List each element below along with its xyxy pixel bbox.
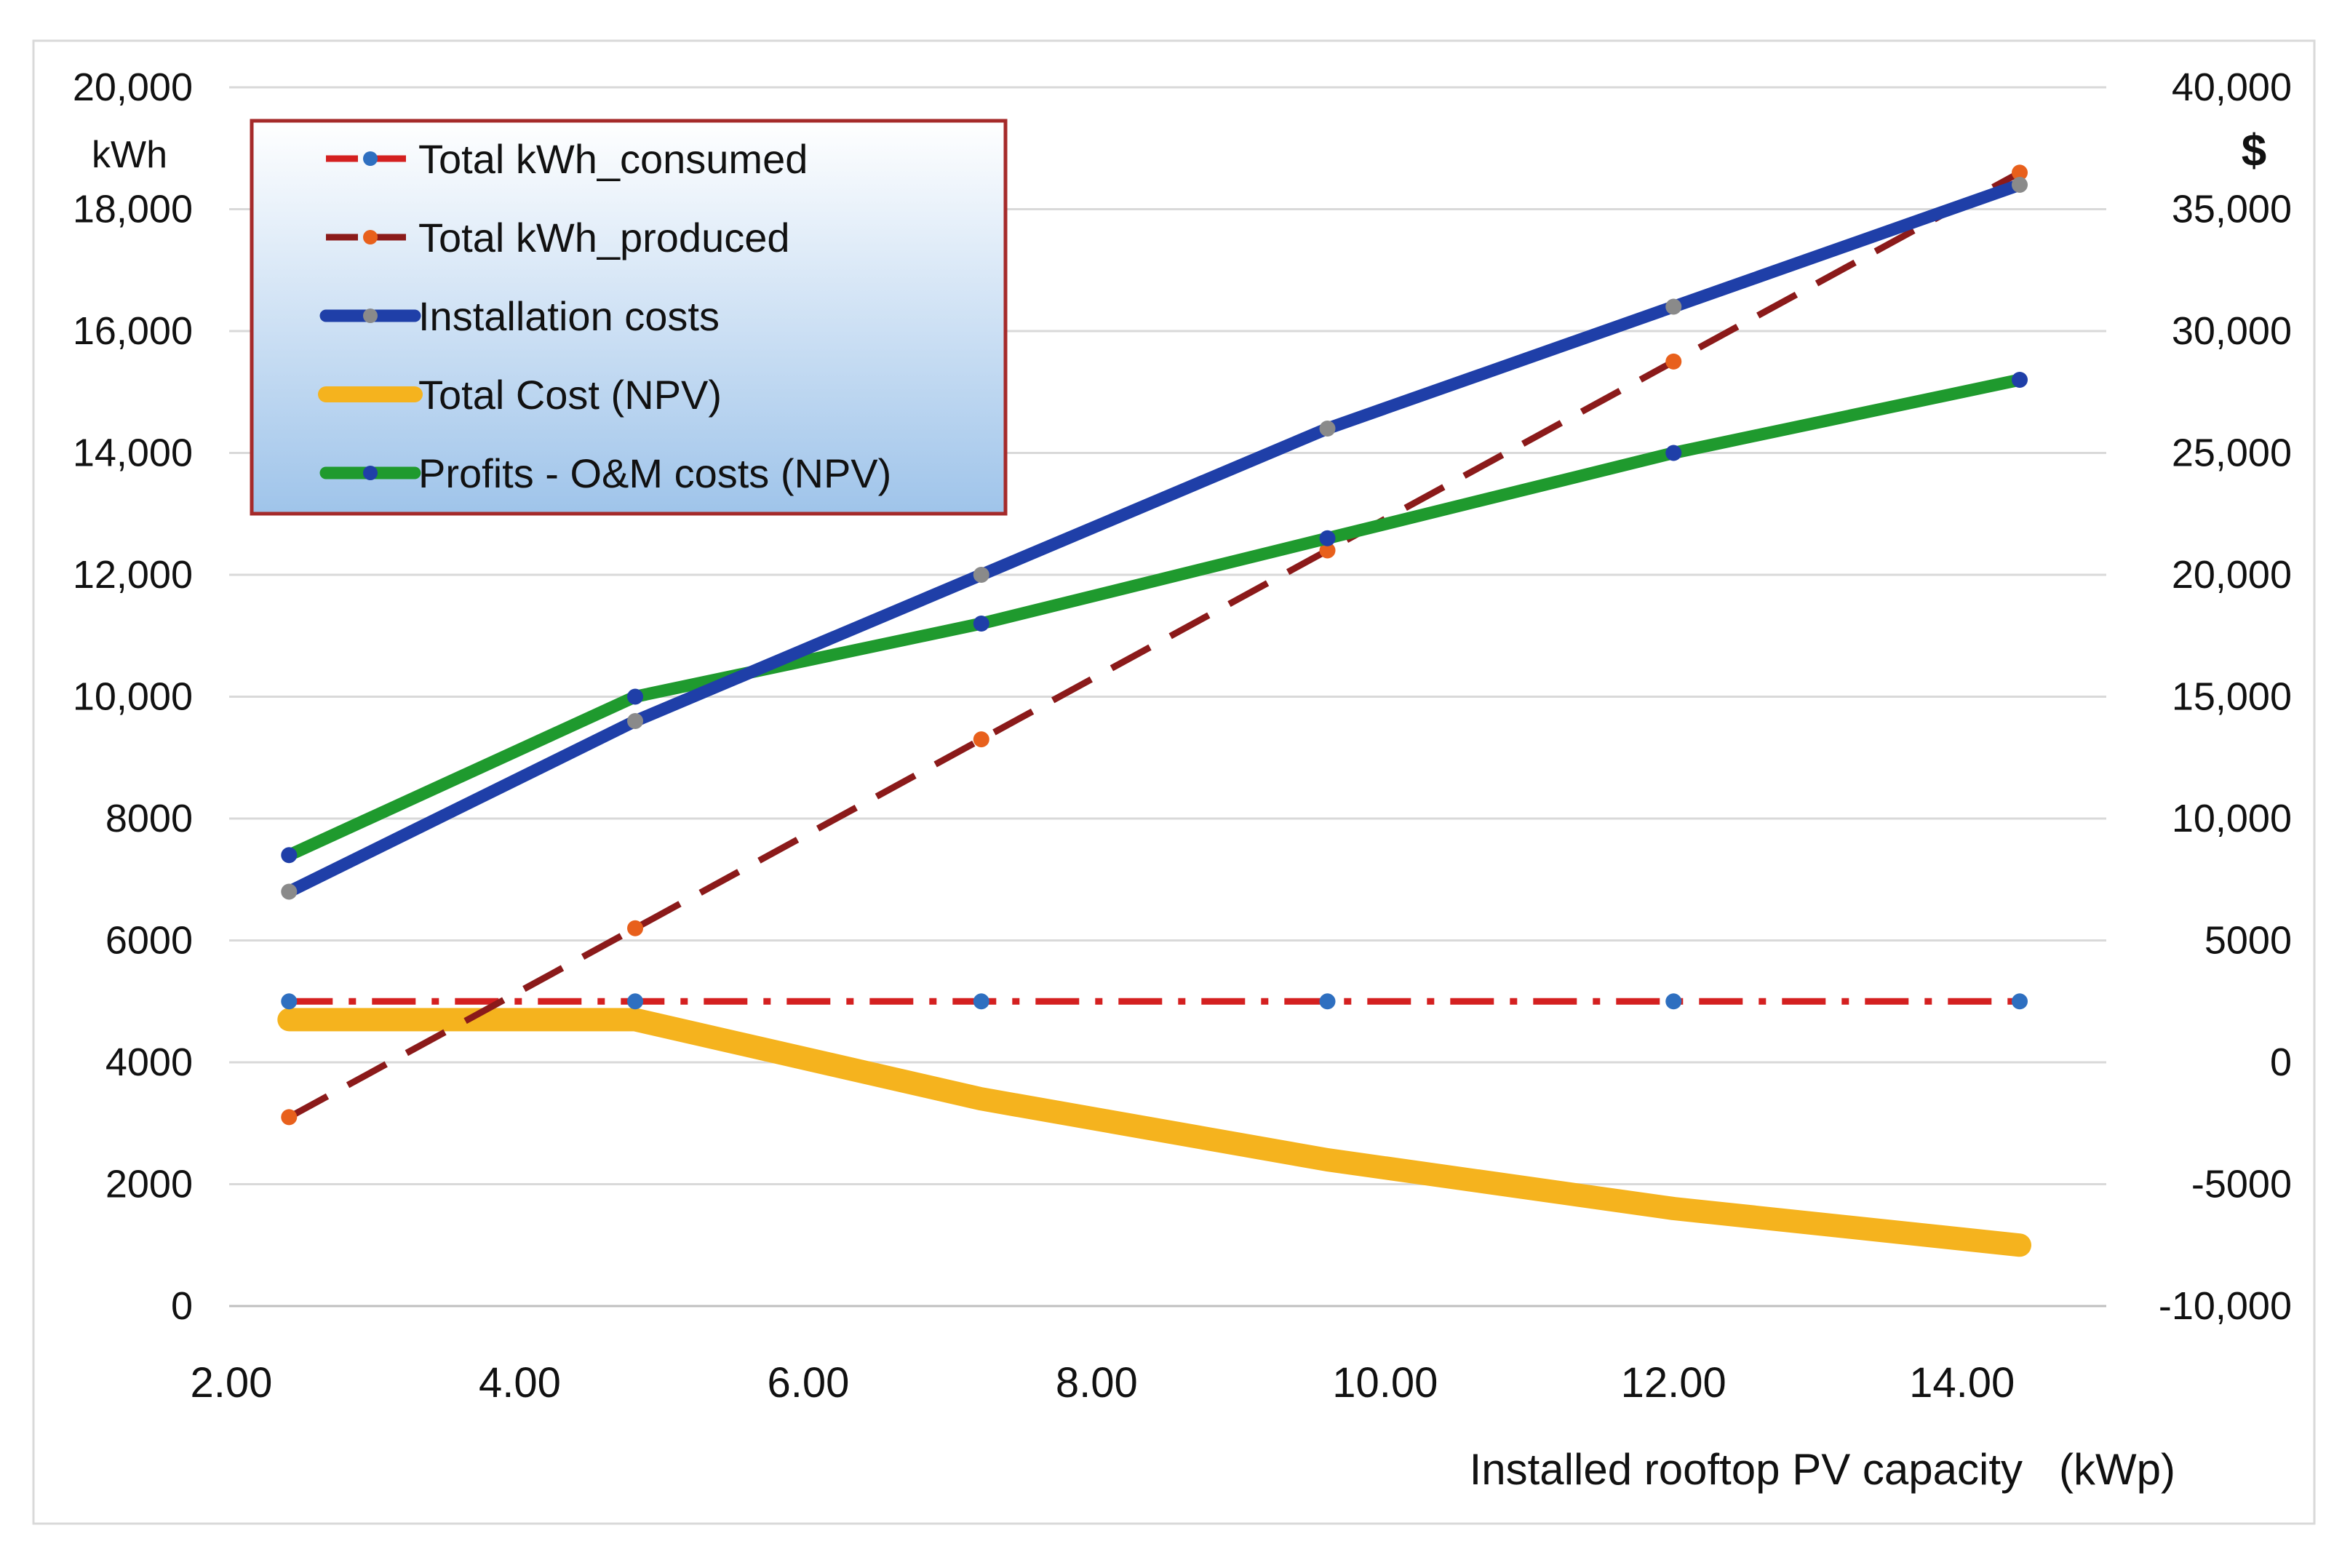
- data-point-total-kwh-consumed: [281, 993, 298, 1010]
- legend: Total kWh_consumed Total kWh_produced Inst…: [250, 119, 1008, 516]
- legend-marker-total-kwh-consumed: [363, 151, 378, 166]
- legend-marker-installation-costs: [363, 309, 378, 323]
- data-point-total-kwh-consumed: [1319, 993, 1336, 1010]
- data-point-total-kwh-consumed: [2012, 993, 2028, 1010]
- left-axis: 0 2000 4000 6000 8000 10,000 12,000 14,000 16,00…: [73, 65, 193, 1328]
- series-line-installation-costs: [282, 178, 2026, 898]
- left-tick-label: 2000: [105, 1163, 193, 1206]
- series-line-total-cost-npv: [277, 1008, 2031, 1257]
- data-point-installation-costs: [2012, 177, 2028, 193]
- x-tick-label: 14.00: [1909, 1359, 2015, 1406]
- data-point-profits-o-m-costs-npv: [1319, 530, 1336, 546]
- data-point-total-kwh-consumed: [627, 993, 644, 1010]
- right-tick-label: 25,000: [2172, 431, 2292, 475]
- legend-items: Total kWh_consumed Total kWh_produced Inst…: [318, 136, 891, 496]
- right-tick-label: 35,000: [2172, 188, 2292, 231]
- x-tick-label: 10.00: [1332, 1359, 1438, 1406]
- data-point-total-kwh-produced: [1319, 542, 1336, 559]
- left-tick-label: 12,000: [73, 553, 193, 597]
- right-tick-label: 0: [2270, 1040, 2292, 1084]
- data-point-total-kwh-produced: [973, 731, 989, 748]
- legend-marker-total-kwh-produced: [363, 230, 378, 244]
- x-tick-label: 4.00: [479, 1359, 561, 1406]
- right-axis: -10,000 -5000 0 5000 10,000 15,000 20,000 25,00…: [2159, 65, 2292, 1328]
- left-tick-label: 4000: [105, 1040, 193, 1084]
- data-point-profits-o-m-costs-npv: [973, 616, 989, 632]
- legend-marker-profits-o-m-costs-npv: [363, 466, 378, 480]
- right-tick-label: -10,000: [2159, 1284, 2292, 1328]
- right-tick-label: 5000: [2204, 919, 2292, 963]
- data-point-profits-o-m-costs-npv: [281, 847, 298, 864]
- x-tick-label: 6.00: [767, 1359, 849, 1406]
- right-tick-label: 10,000: [2172, 797, 2292, 840]
- left-tick-label: 6000: [105, 919, 193, 963]
- data-point-installation-costs: [1319, 421, 1336, 437]
- series-line-total-kwh-produced: [287, 170, 2022, 1121]
- data-point-total-kwh-produced: [281, 1109, 298, 1126]
- data-point-total-kwh-consumed: [973, 993, 989, 1010]
- left-axis-unit: kWh: [92, 134, 167, 176]
- left-tick-label: 8000: [105, 797, 193, 840]
- x-tick-label: 8.00: [1056, 1359, 1138, 1406]
- left-tick-label: 16,000: [73, 309, 193, 353]
- x-tick-label: 12.00: [1621, 1359, 1726, 1406]
- series-line-profits-o-m-costs-npv: [282, 373, 2026, 861]
- right-tick-label: -5000: [2191, 1163, 2292, 1206]
- data-point-profits-o-m-costs-npv: [1665, 445, 1682, 461]
- data-point-installation-costs: [973, 567, 989, 583]
- right-tick-label: 40,000: [2172, 65, 2292, 109]
- data-point-installation-costs: [1665, 298, 1682, 315]
- legend-label-installation-costs: Installation costs: [418, 293, 720, 339]
- data-point-installation-costs: [281, 883, 298, 900]
- data-point-profits-o-m-costs-npv: [2012, 372, 2028, 388]
- data-point-total-kwh-produced: [2012, 164, 2028, 181]
- data-point-total-kwh-produced: [627, 920, 644, 936]
- legend-label-profits-o-m-costs-npv: Profits - O&M costs (NPV): [418, 450, 891, 496]
- left-tick-label: 0: [171, 1284, 193, 1328]
- right-tick-label: 15,000: [2172, 675, 2292, 719]
- x-axis-label: Installed rooftop PV capacity (kWp): [1470, 1445, 2175, 1494]
- left-tick-label: 20,000: [73, 65, 193, 109]
- right-axis-unit: $: [2242, 126, 2266, 176]
- data-point-installation-costs: [627, 713, 644, 729]
- left-tick-label: 18,000: [73, 188, 193, 231]
- data-point-profits-o-m-costs-npv: [627, 688, 644, 705]
- right-tick-label: 30,000: [2172, 309, 2292, 353]
- data-point-total-kwh-produced: [1665, 353, 1682, 370]
- legend-label-total-cost-npv: Total Cost (NPV): [418, 372, 722, 418]
- legend-label-total-kwh-consumed: Total kWh_consumed: [418, 136, 808, 182]
- left-tick-label: 10,000: [73, 675, 193, 719]
- x-axis: 2.00 4.00 6.00 8.00 10.00 12.00 14.00: [191, 1359, 2015, 1406]
- right-tick-label: 20,000: [2172, 553, 2292, 597]
- x-tick-label: 2.00: [191, 1359, 273, 1406]
- legend-label-total-kwh-produced: Total kWh_produced: [418, 215, 790, 260]
- data-point-total-kwh-consumed: [1665, 993, 1682, 1010]
- left-tick-label: 14,000: [73, 431, 193, 475]
- series-layer: [277, 164, 2031, 1257]
